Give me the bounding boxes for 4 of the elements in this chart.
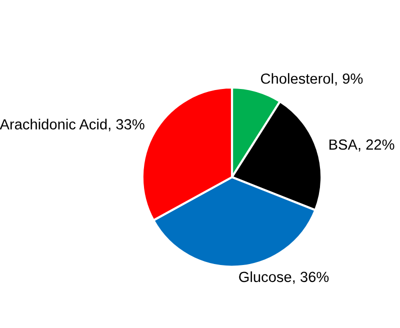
slice-label: BSA, 22%: [329, 139, 394, 152]
slice-label: Arachidonic Acid, 33%: [0, 118, 144, 132]
slice-label: Cholesterol, 9%: [260, 73, 363, 86]
slice-label: Glucose, 36%: [239, 271, 329, 284]
